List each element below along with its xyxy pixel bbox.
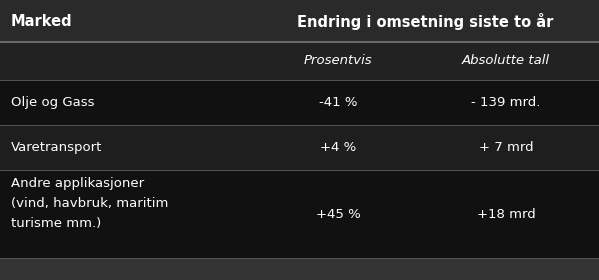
Bar	[0, 42, 599, 80]
Text: + 7 mrd: + 7 mrd	[479, 141, 534, 154]
Text: Absolutte tall: Absolutte tall	[462, 55, 550, 67]
Bar	[0, 258, 599, 280]
Text: Olje og Gass: Olje og Gass	[11, 96, 94, 109]
Text: -41 %: -41 %	[319, 96, 358, 109]
Text: +18 mrd: +18 mrd	[477, 207, 536, 221]
Text: Prosentvis: Prosentvis	[304, 55, 373, 67]
Text: turisme mm.): turisme mm.)	[11, 217, 101, 230]
Text: Marked: Marked	[11, 13, 72, 29]
Bar	[0, 125, 599, 170]
Text: Varetransport: Varetransport	[11, 141, 102, 154]
Bar	[0, 80, 599, 125]
Text: - 139 mrd.: - 139 mrd.	[471, 96, 541, 109]
Text: (vind, havbruk, maritim: (vind, havbruk, maritim	[11, 197, 168, 210]
Bar	[0, 0, 599, 42]
Text: Endring i omsetning siste to år: Endring i omsetning siste to år	[297, 13, 553, 29]
Bar	[0, 170, 599, 258]
Text: +45 %: +45 %	[316, 207, 361, 221]
Text: Andre applikasjoner: Andre applikasjoner	[11, 177, 144, 190]
Text: +4 %: +4 %	[320, 141, 356, 154]
